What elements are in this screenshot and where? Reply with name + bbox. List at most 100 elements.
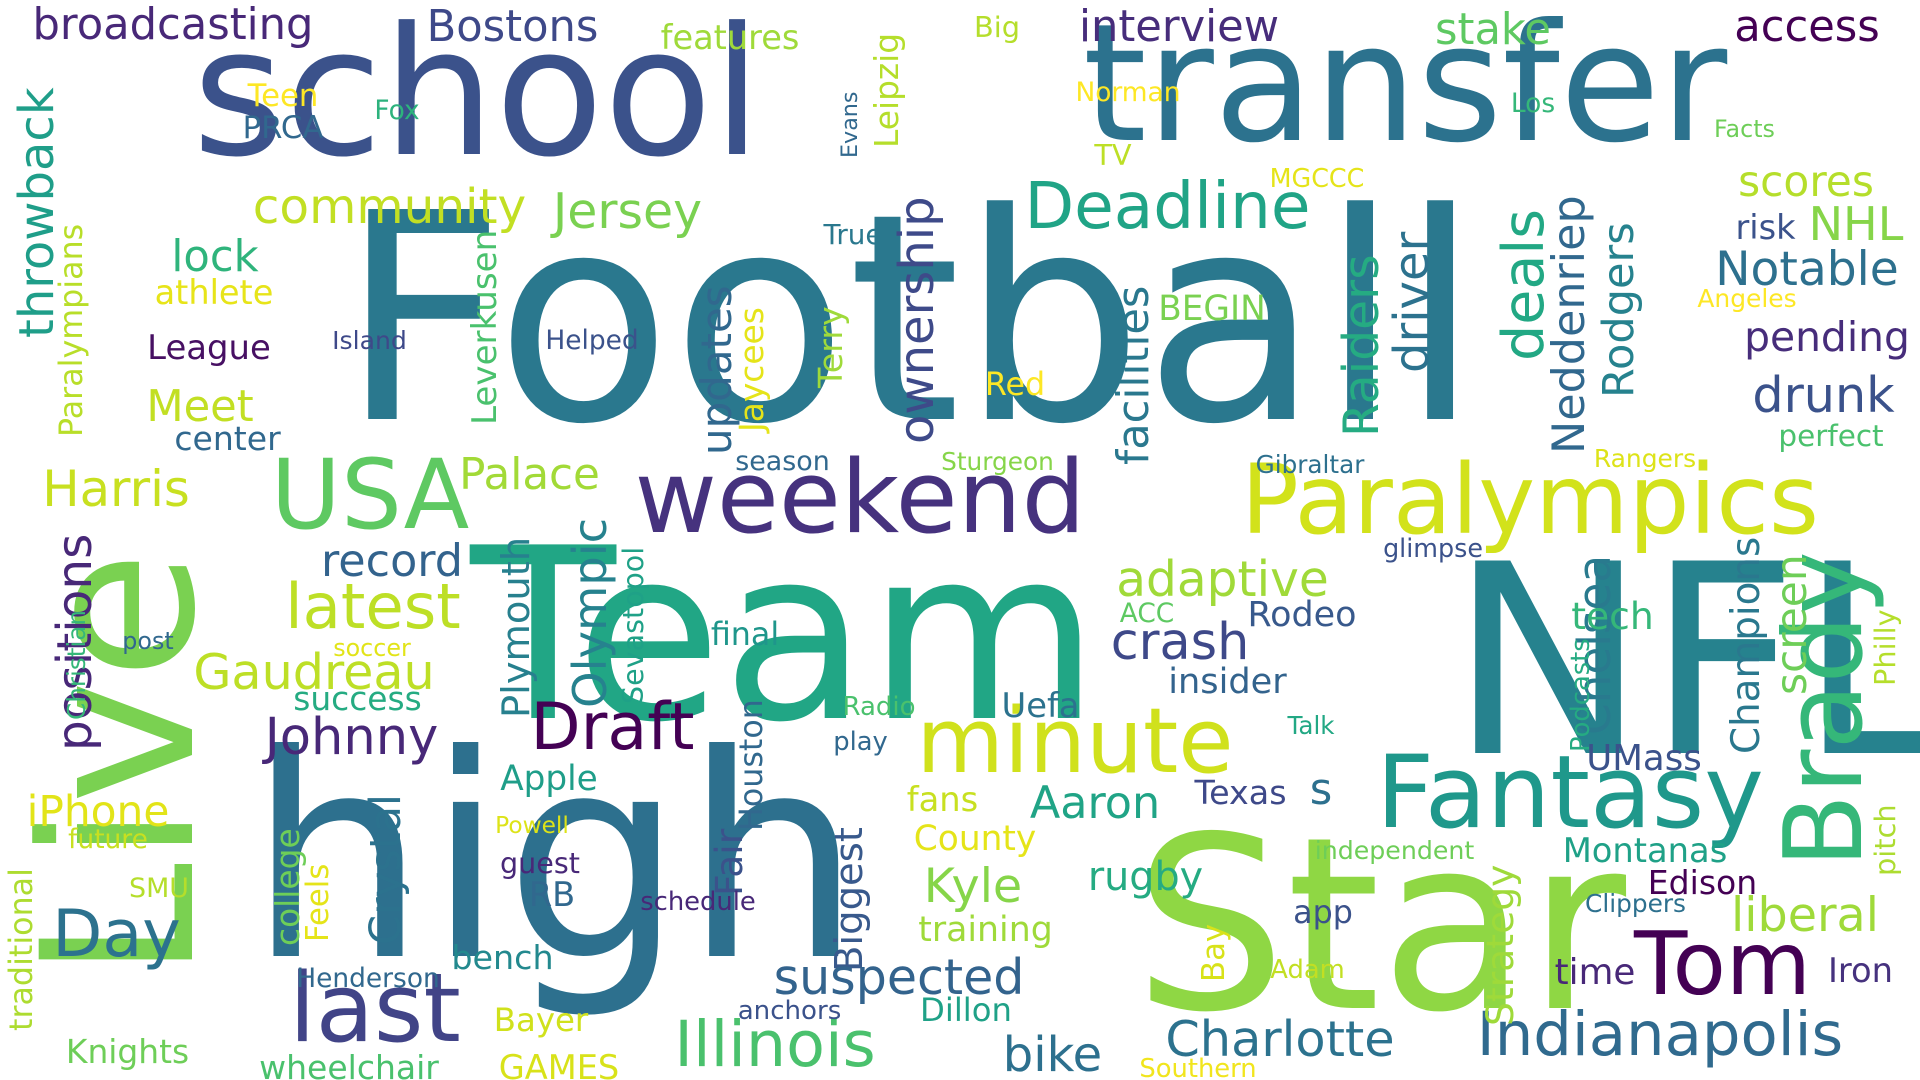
word-iron: Iron (1827, 950, 1894, 990)
word-school: school (192, 0, 762, 196)
word-acc: ACC (1119, 597, 1175, 629)
word-broadcasting: broadcasting (32, 0, 314, 50)
word-kyle: Kyle (923, 859, 1023, 915)
word-last: last (289, 954, 461, 1065)
word-adam: Adam (1270, 955, 1345, 986)
word-palace: Palace (459, 449, 600, 501)
word-christian: Christian (61, 609, 91, 721)
word-gibraltar: Gibraltar (1255, 449, 1365, 479)
word-talk: Talk (1287, 710, 1335, 740)
word-high: high (247, 695, 863, 1024)
word-terry: Terry (811, 306, 851, 389)
word-guest: guest (500, 845, 580, 880)
word-play: play (833, 727, 888, 758)
word-uefa: Uefa (1001, 686, 1080, 726)
word-games: GAMES (498, 1047, 620, 1080)
word-star: Star (1133, 785, 1627, 1065)
word-tech: tech (1571, 594, 1654, 639)
word-bostons: Bostons (426, 1, 599, 52)
word-apple: Apple (500, 758, 598, 799)
word-knights: Knights (65, 1032, 190, 1072)
word-prca: PRCA (242, 109, 324, 146)
word-athlete: athlete (154, 272, 274, 312)
word-lock: lock (171, 231, 259, 282)
word-feels: Feels (299, 863, 336, 942)
word-post: post (122, 627, 174, 656)
word-umass: UMass (1586, 738, 1702, 780)
word-crystal: Crystal (361, 794, 412, 946)
word-draft: Draft (530, 689, 695, 765)
word-independent: independent (1314, 836, 1475, 866)
word-final: final (710, 617, 780, 654)
word-liberal: liberal (1731, 887, 1879, 943)
word-usa: USA (270, 439, 470, 551)
word-raiders: Raiders (1334, 254, 1391, 437)
word-red: Red (984, 366, 1046, 403)
word-schedule: schedule (640, 887, 756, 918)
word-los: Los (1510, 87, 1556, 119)
word-bike: bike (1002, 1027, 1103, 1080)
word-dillon: Dillon (920, 990, 1012, 1029)
word-edison: Edison (1647, 863, 1758, 903)
word-houston: Houston (733, 699, 770, 831)
word-league: League (147, 328, 271, 368)
word-rugby: rugby (1087, 853, 1204, 900)
word-rangers: Rangers (1593, 443, 1697, 473)
word-county: County (913, 818, 1037, 859)
word-bayer: Bayer (493, 1000, 589, 1039)
word-aaron: Aaron (1029, 777, 1161, 829)
word-helped: Helped (545, 324, 639, 356)
word-crash: crash (1110, 612, 1250, 672)
word-powell: Powell (495, 812, 569, 840)
word-updates: updates (692, 285, 742, 456)
word-evans: Evans (836, 91, 863, 159)
word-olympic: Olympic (562, 517, 617, 708)
word-app: app (1293, 895, 1353, 932)
word-tom: Tom (1634, 913, 1811, 1016)
word-traditional: traditional (3, 868, 40, 1032)
word-jersey: Jersey (552, 183, 703, 241)
word-success: success (293, 678, 422, 718)
word-notable: Notable (1715, 242, 1899, 298)
word-henderson: Henderson (296, 962, 440, 994)
word-true: True (823, 218, 883, 252)
word-interview: interview (1078, 1, 1280, 52)
word-johnny: Johnny (264, 707, 439, 767)
word-nhl: NHL (1808, 196, 1904, 251)
word-indianapolis: Indianapolis (1476, 999, 1844, 1070)
word-leipzig: Leipzig (866, 32, 906, 149)
word-rodgers: Rodgers (1594, 222, 1645, 398)
word-strategy: Strategy (1478, 864, 1523, 1026)
word-glimpse: glimpse (1383, 533, 1483, 564)
word-mgccc: MGCCC (1269, 163, 1365, 194)
word-drunk: drunk (1752, 365, 1895, 424)
word-clippers: Clippers (1585, 888, 1686, 918)
word-latest: latest (285, 570, 461, 644)
word-perfect: perfect (1778, 419, 1884, 454)
word-suspected: suspected (773, 947, 1025, 1006)
word-norman: Norman (1075, 76, 1181, 108)
word-harris: Harris (42, 459, 190, 518)
word-weekend: weekend (634, 438, 1086, 557)
word-ownership: ownership (889, 196, 945, 444)
word-paralympians: Paralympians (53, 223, 90, 437)
word-driver: driver (1384, 231, 1440, 374)
word-bay: Bay (1195, 923, 1232, 982)
word-fair: Fair (707, 828, 752, 897)
word-angeles: Angeles (1697, 283, 1797, 313)
word-center: center (174, 419, 281, 459)
word-iphone: iPhone (26, 787, 170, 837)
word-record: record (321, 535, 463, 587)
word-montanas: Montanas (1562, 831, 1728, 871)
word-illinois: Illinois (674, 1007, 876, 1080)
word-minute: minute (916, 689, 1234, 794)
word-fantasy: Fantasy (1376, 733, 1764, 852)
word-facilities: facilities (1108, 285, 1159, 465)
word-rodeo: Rodeo (1247, 594, 1357, 635)
word-risk: risk (1735, 207, 1796, 247)
word-s: s (1309, 764, 1333, 815)
word-pitch: pitch (1867, 804, 1902, 876)
word-pending: pending (1744, 313, 1910, 362)
word-day: Day (52, 897, 181, 973)
word-season: season (735, 445, 830, 477)
